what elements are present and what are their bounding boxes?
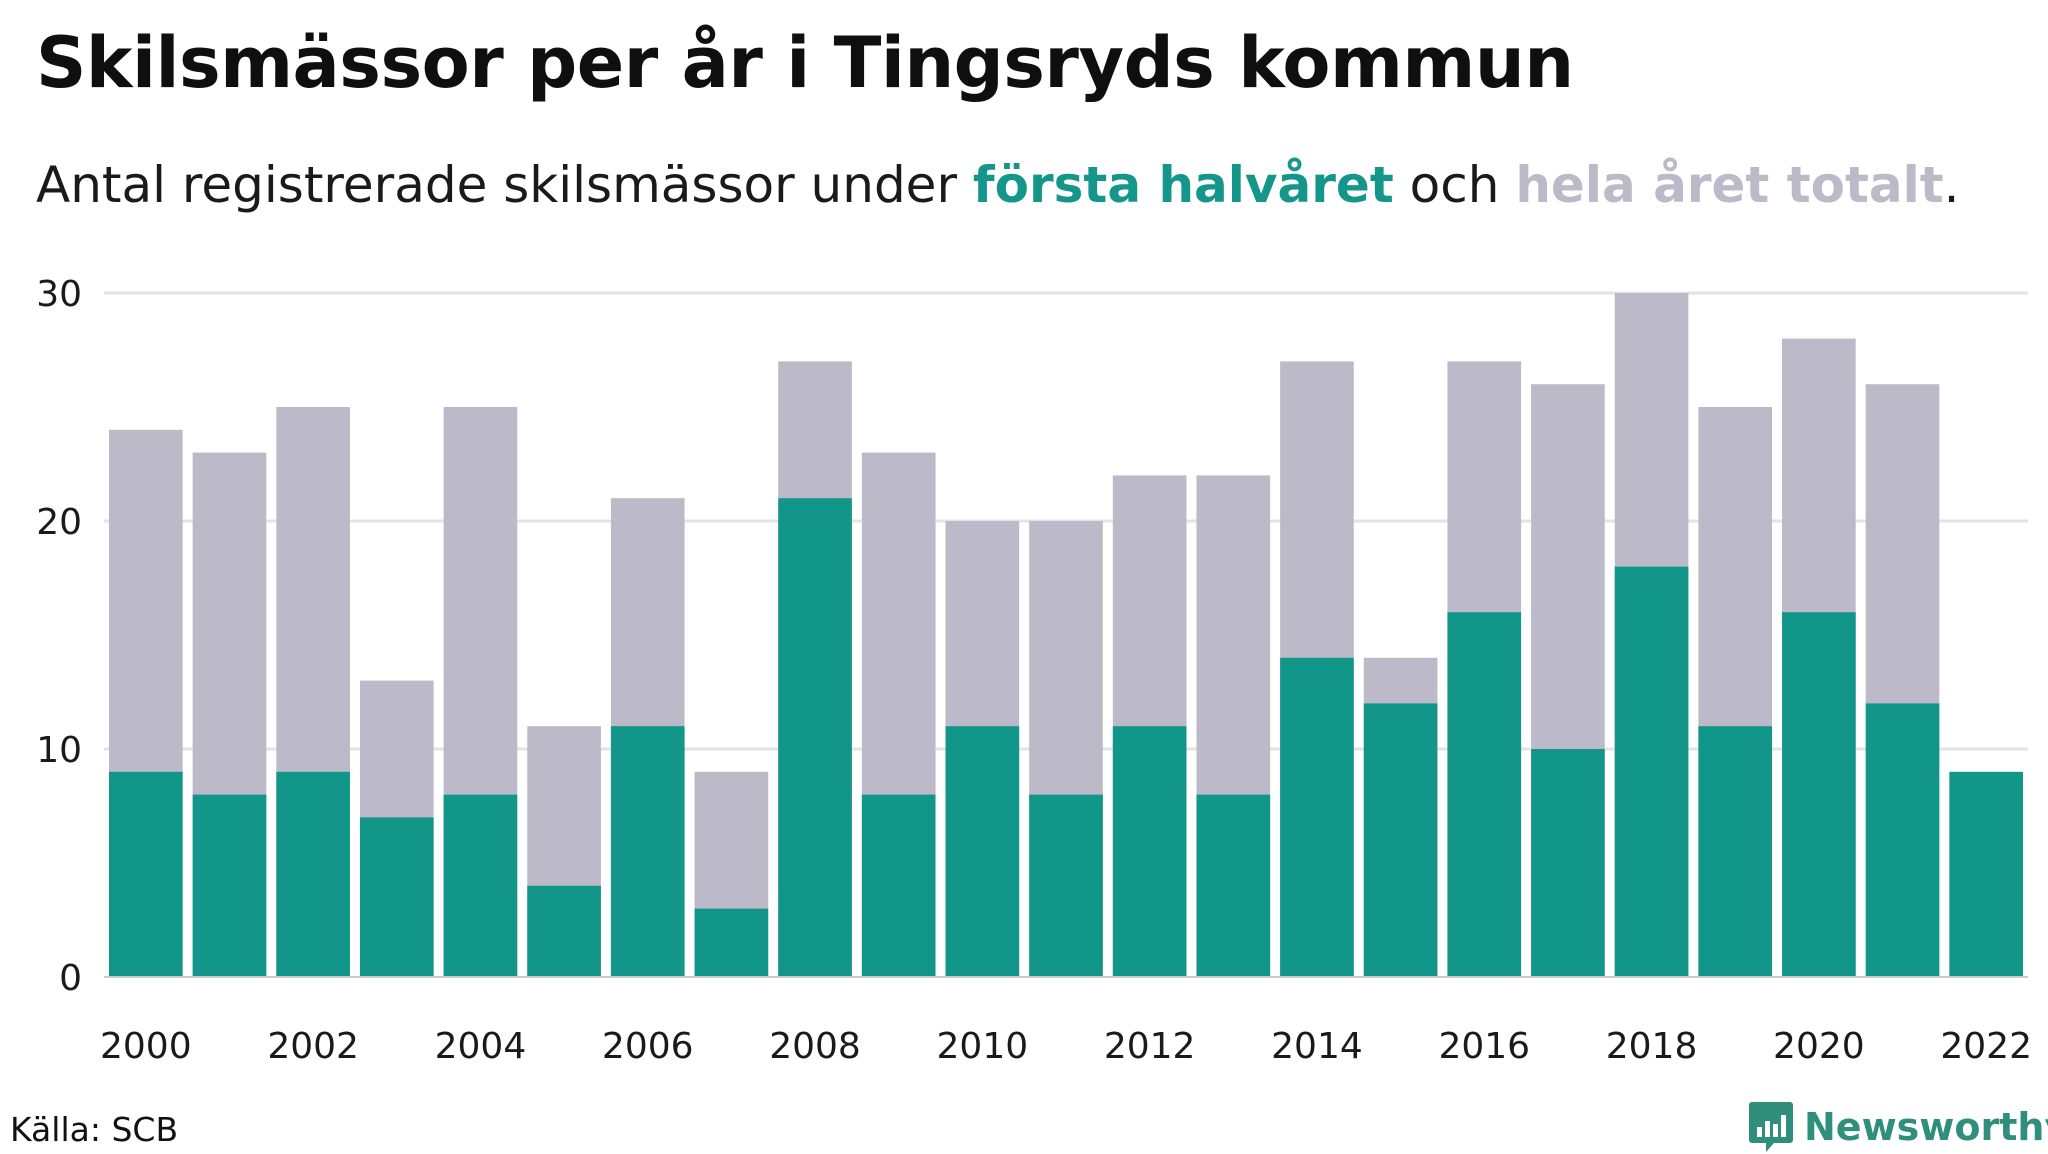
bar-first-half-2016: [1447, 612, 1522, 977]
bars-first-half: [109, 498, 2023, 977]
subtitle-prefix: Antal registrerade skilsmässor under: [36, 156, 973, 214]
x-tick-label-2008: 2008: [769, 1026, 861, 1067]
bar-first-half-2013: [1196, 794, 1271, 977]
bar-first-half-2022: [1949, 771, 2023, 977]
x-tick-label-2016: 2016: [1438, 1026, 1530, 1067]
x-tick-label-2018: 2018: [1606, 1026, 1698, 1067]
subtitle-suffix: .: [1943, 156, 1960, 214]
bar-first-half-2017: [1531, 749, 1605, 977]
x-tick-label-2020: 2020: [1773, 1026, 1865, 1067]
chart-title: Skilsmässor per år i Tingsryds kommun: [36, 22, 1574, 104]
x-tick-label-2014: 2014: [1271, 1026, 1363, 1067]
subtitle-middle: och: [1393, 156, 1516, 214]
bar-first-half-2012: [1112, 726, 1187, 977]
y-tick-label-30: 30: [36, 274, 82, 315]
y-tick-label-20: 20: [36, 502, 82, 543]
x-axis-labels: 2000 2002 2004 2006 2008 2010 2012 2014 2016 2018…: [100, 1026, 2032, 1067]
bar-first-half-2000: [109, 771, 183, 977]
source-note: Källa: SCB: [10, 1110, 179, 1149]
bar-first-half-2002: [276, 771, 350, 977]
x-tick-label-2010: 2010: [937, 1026, 1029, 1067]
x-tick-label-2012: 2012: [1104, 1026, 1196, 1067]
bar-first-half-2001: [192, 794, 267, 977]
bar-first-half-2003: [359, 817, 434, 977]
newsworthy-logo: Newsworthy: [1748, 1100, 2048, 1154]
bar-first-half-2020: [1782, 612, 1856, 977]
bar-first-half-2005: [527, 885, 601, 977]
bar-first-half-2011: [1029, 794, 1103, 977]
newsworthy-chart-icon: [1749, 1102, 1793, 1152]
x-tick-label-2022: 2022: [1940, 1026, 2032, 1067]
bar-first-half-2019: [1698, 726, 1773, 977]
bar-first-half-2010: [945, 726, 1020, 977]
x-tick-label-2002: 2002: [267, 1026, 359, 1067]
legend-total: hela året totalt: [1515, 156, 1944, 214]
bar-first-half-2009: [861, 794, 936, 977]
bar-first-half-2007: [694, 908, 769, 977]
bar-first-half-2021: [1865, 703, 1940, 977]
chart-subtitle: Antal registrerade skilsmässor under för…: [36, 156, 1960, 214]
y-axis-labels: 0 10 20 30: [36, 274, 82, 999]
logo-text: Newsworthy: [1804, 1105, 2048, 1149]
bar-first-half-2006: [610, 726, 685, 977]
y-tick-label-10: 10: [36, 730, 82, 771]
bar-first-half-2015: [1363, 703, 1438, 977]
bar-first-half-2018: [1614, 566, 1689, 977]
x-tick-label-2000: 2000: [100, 1026, 192, 1067]
y-tick-label-0: 0: [59, 958, 82, 999]
legend-first-half: första halvåret: [972, 156, 1394, 214]
x-tick-label-2006: 2006: [602, 1026, 694, 1067]
x-tick-label-2004: 2004: [435, 1026, 527, 1067]
bar-chart: 0 10 20 30 2000 2002 2004 2006 2008 2010 2012 2014…: [36, 274, 2032, 1067]
bar-first-half-2014: [1280, 657, 1354, 977]
bar-first-half-2008: [778, 498, 852, 977]
bar-first-half-2004: [443, 794, 518, 977]
